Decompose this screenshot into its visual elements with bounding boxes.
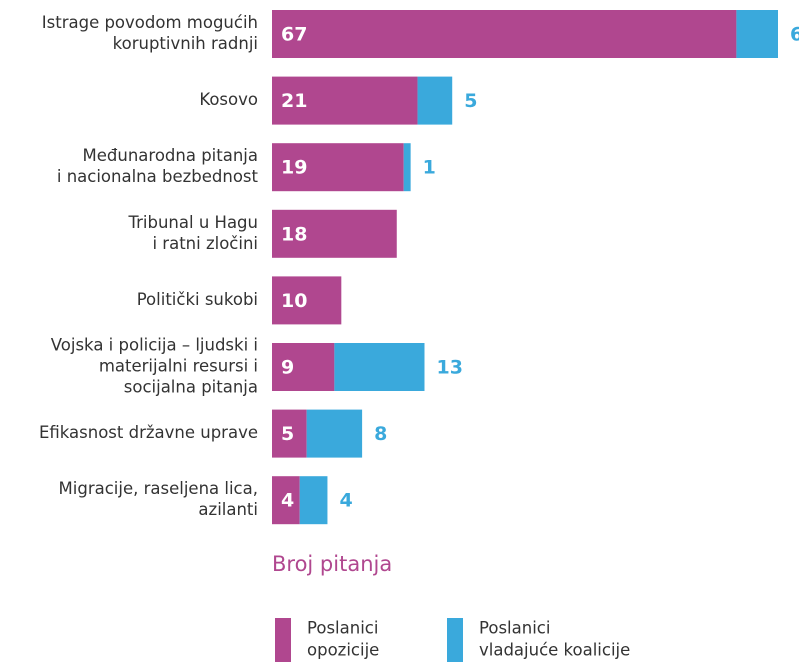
bar xyxy=(272,409,307,458)
category-label: i nacionalna bezbednost xyxy=(57,167,259,186)
bar xyxy=(272,76,418,125)
value-label: 67 xyxy=(281,24,307,46)
bar xyxy=(272,476,300,525)
category-label: materijalni resursi i xyxy=(99,357,258,376)
bar xyxy=(272,143,404,192)
category-label: Tribunal u Hagu xyxy=(127,213,258,232)
legend-label: vladajuće koalicije xyxy=(479,641,630,660)
value-label: 10 xyxy=(281,290,307,312)
legend-label: Poslanici xyxy=(307,619,378,638)
value-label: 5 xyxy=(464,90,477,112)
category-label: Istrage povodom mogućih xyxy=(42,13,258,32)
bar xyxy=(272,276,342,325)
bar xyxy=(736,10,778,58)
category-label: azilanti xyxy=(198,500,258,519)
value-label: 8 xyxy=(374,423,387,445)
axis-title: Broj pitanja xyxy=(272,552,392,576)
bar xyxy=(272,209,397,258)
category-label: koruptivnih radnji xyxy=(113,34,258,53)
category-label: Migracije, raseljena lica, xyxy=(59,479,258,498)
value-label: 21 xyxy=(281,90,307,112)
legend-label: opozicije xyxy=(307,641,379,660)
value-label: 5 xyxy=(281,423,294,445)
value-label: 13 xyxy=(436,357,462,379)
value-label: 9 xyxy=(281,357,294,379)
value-label: 18 xyxy=(281,223,307,245)
category-label: Politički sukobi xyxy=(137,290,258,309)
value-label: 1 xyxy=(423,157,436,179)
bar xyxy=(403,143,411,192)
category-label: Vojska i policija – ljudski i xyxy=(51,336,258,355)
value-label: 6 xyxy=(790,24,799,46)
bar xyxy=(334,343,425,391)
legend-label: Poslanici xyxy=(479,619,550,638)
category-label: Efikasnost državne uprave xyxy=(39,423,258,442)
bar xyxy=(272,343,335,391)
category-label: Međunarodna pitanja xyxy=(83,146,258,165)
bar xyxy=(272,10,737,58)
legend-swatch xyxy=(275,618,291,662)
category-label: i ratni zločini xyxy=(152,234,258,253)
value-label: 4 xyxy=(281,490,294,512)
bar xyxy=(306,409,363,458)
value-label: 19 xyxy=(281,157,307,179)
bar xyxy=(299,476,328,525)
category-label: socijalna pitanja xyxy=(124,378,258,397)
value-label: 4 xyxy=(339,490,352,512)
category-label: Kosovo xyxy=(199,90,258,109)
legend-swatch xyxy=(447,618,463,662)
bar xyxy=(417,76,453,125)
